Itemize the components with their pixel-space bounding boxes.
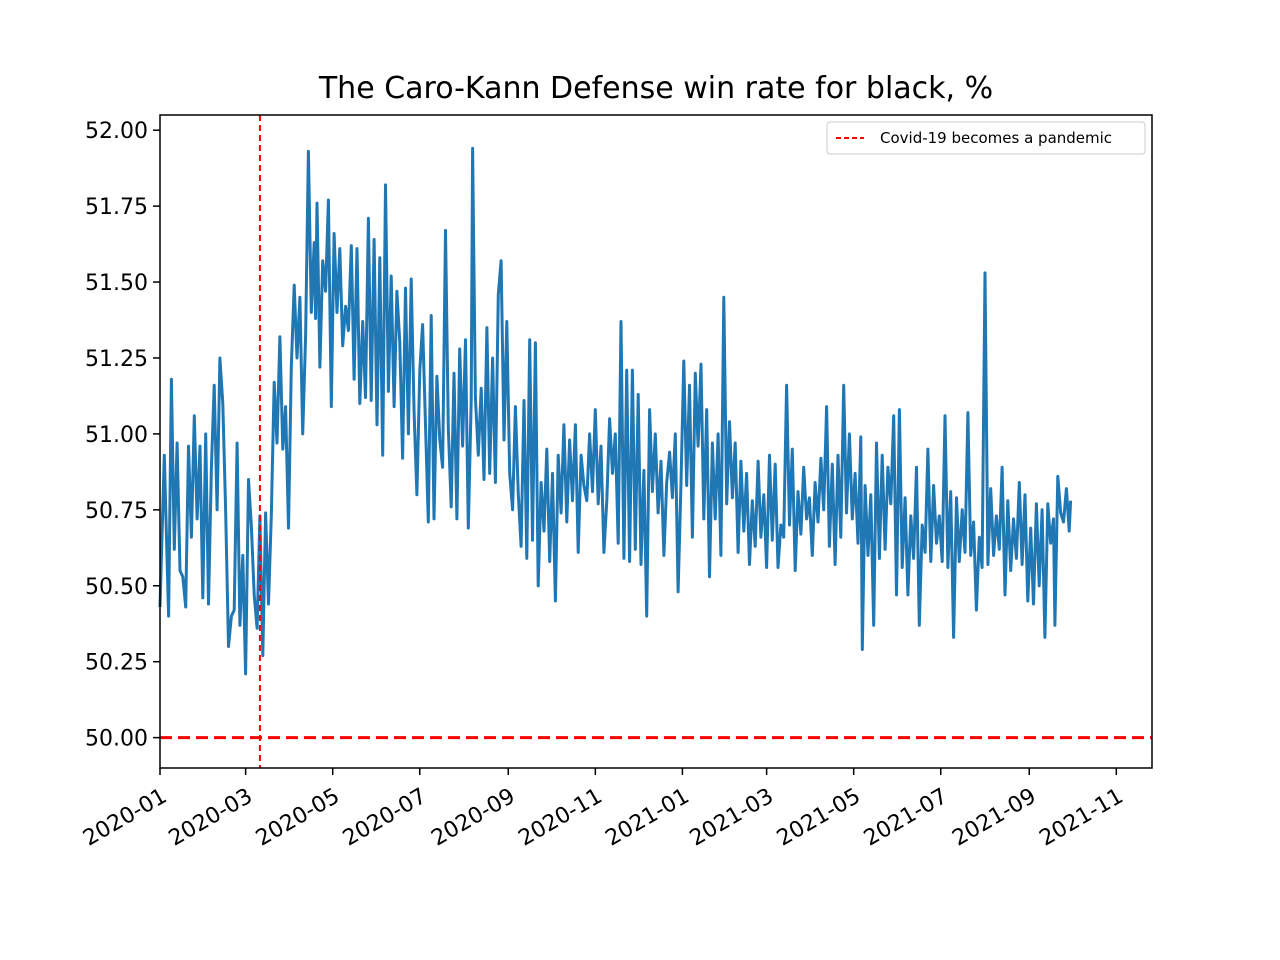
x-tick-label-6: 2021-01 (602, 784, 694, 852)
x-tick-label-3: 2020-07 (339, 784, 431, 852)
legend: Covid-19 becomes a pandemic (826, 121, 1146, 155)
y-tick-label-0: 50.00 (85, 727, 148, 752)
y-tick-label-4: 51.00 (85, 423, 148, 448)
chart-title: The Caro-Kann Defense win rate for black… (318, 71, 993, 106)
legend-label-covid: Covid-19 becomes a pandemic (880, 129, 1112, 147)
series-layer (158, 146, 1073, 676)
plot-frame (159, 114, 1153, 769)
y-tick-label-6: 51.50 (85, 271, 148, 296)
y-axis: 50.00 50.25 50.50 50.75 51.00 51.25 51.50 51.75… (85, 119, 160, 752)
x-tick-label-5: 2020-11 (514, 784, 606, 852)
y-tick-label-8: 52.00 (85, 119, 148, 144)
x-tick-label-4: 2020-09 (427, 784, 519, 852)
y-tick-label-5: 51.25 (85, 347, 148, 372)
y-tick-label-3: 50.75 (85, 499, 148, 524)
legend-box (826, 121, 1146, 155)
y-tick-label-7: 51.75 (85, 195, 148, 220)
x-tick-label-0: 2020-01 (79, 784, 171, 852)
x-axis: 2020-012020-032020-052020-072020-092020-… (79, 768, 1128, 852)
y-tick-label-1: 50.25 (85, 651, 148, 676)
x-tick-label-7: 2021-03 (686, 784, 778, 852)
y-tick-label-2: 50.50 (85, 575, 148, 600)
x-tick-label-9: 2021-07 (860, 784, 952, 852)
annotation-layer (160, 115, 1152, 768)
x-tick-label-2: 2020-05 (252, 784, 344, 852)
x-tick-label-11: 2021-11 (1035, 784, 1127, 852)
x-tick-label-10: 2021-09 (948, 784, 1040, 852)
x-tick-label-1: 2020-03 (165, 784, 257, 852)
series-line-0 (158, 146, 1073, 676)
x-tick-label-8: 2021-05 (773, 784, 865, 852)
